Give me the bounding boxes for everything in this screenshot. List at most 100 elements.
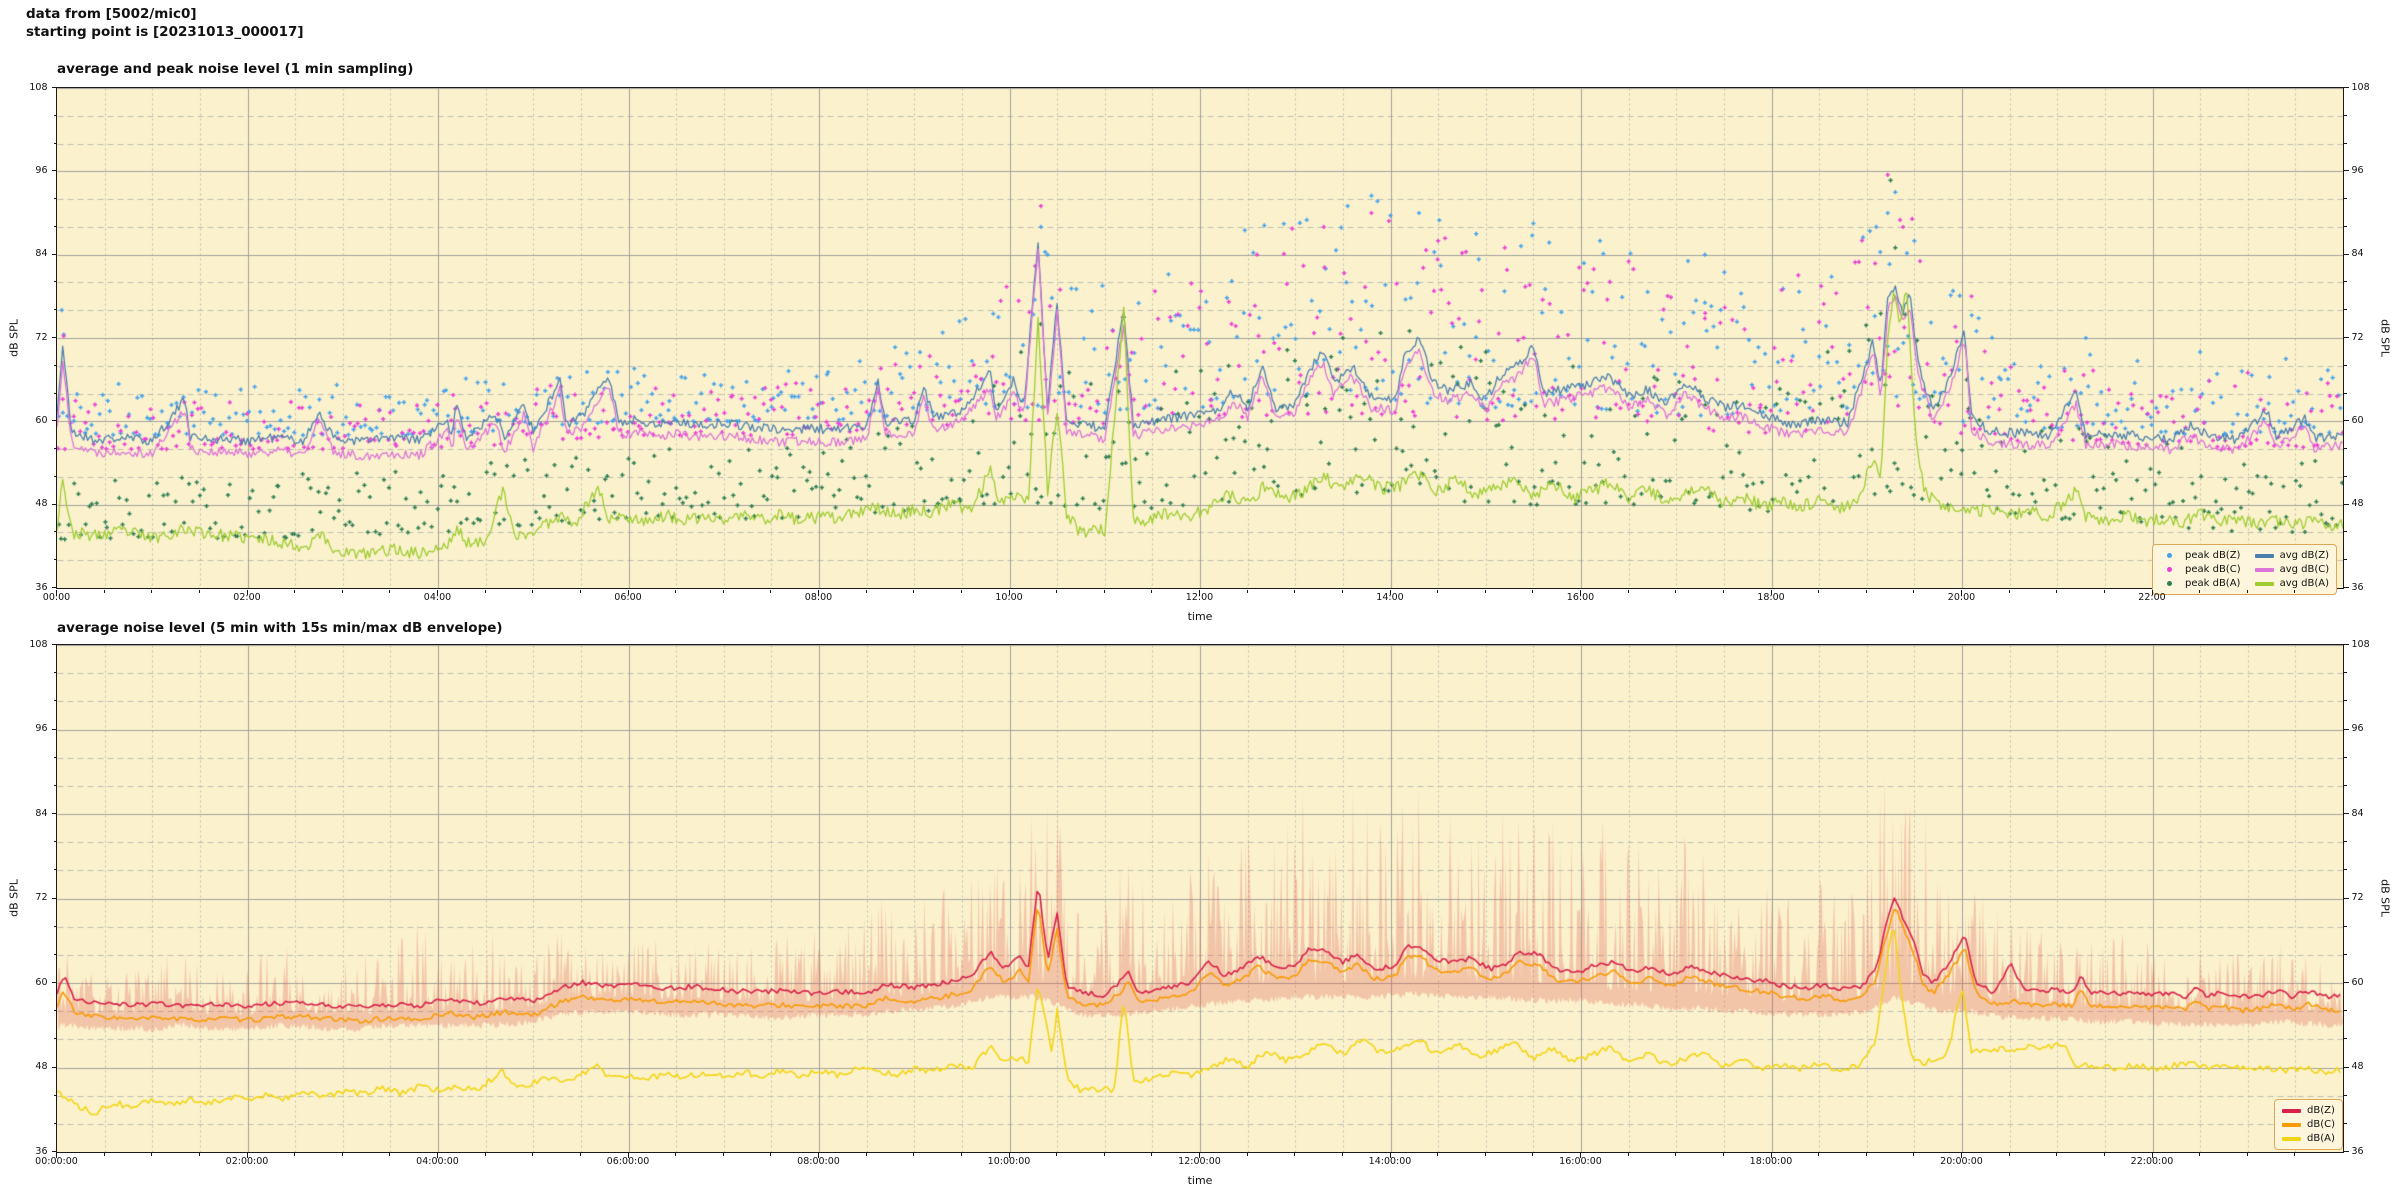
x-minor-tick <box>1484 1153 1486 1156</box>
y-tick-label: 60 <box>35 976 48 988</box>
legend-label: dB(A) <box>2307 1133 2335 1144</box>
y-minor-tick <box>2343 114 2347 116</box>
x-minor-tick <box>1675 590 1677 593</box>
y-minor-tick <box>2343 364 2347 366</box>
y-minor-tick <box>53 531 57 533</box>
x-minor-tick <box>1913 1153 1915 1156</box>
legend-line-swatch <box>2282 1136 2301 1141</box>
y-tick <box>2343 253 2349 255</box>
x-minor-tick <box>151 1153 153 1156</box>
legend-label: peak dB(A) <box>2185 578 2241 589</box>
x-minor-tick <box>1341 590 1343 593</box>
x-tick <box>246 1153 248 1158</box>
y-tick-label: 96 <box>35 723 48 734</box>
y-tick <box>2343 170 2349 172</box>
x-tick-label: 22:00:00 <box>2130 1156 2174 1167</box>
x-minor-tick <box>2103 1153 2105 1156</box>
y-minor-tick <box>53 869 57 871</box>
legend-entry: avg dB(Z) <box>2254 549 2330 562</box>
y-tick <box>2343 897 2349 899</box>
x-axis-label-top: time <box>1187 610 1213 623</box>
x-minor-tick <box>151 590 153 593</box>
legend-column: peak dB(Z) peak dB(C) peak dB(A) <box>2160 549 2241 590</box>
y-minor-tick <box>2343 1038 2347 1040</box>
y-minor-tick <box>53 559 57 561</box>
x-tick-label: 10:00:00 <box>987 1156 1031 1167</box>
x-minor-tick <box>2294 1153 2296 1156</box>
y-axis-label-left-bottom: dB SPL <box>7 879 21 917</box>
y-minor-tick <box>53 756 57 758</box>
x-tick-label: 12:00:00 <box>1178 1156 1221 1167</box>
y-tick <box>51 253 57 255</box>
x-minor-tick <box>722 590 724 593</box>
y-minor-tick <box>2343 700 2347 702</box>
y-tick <box>51 1151 57 1152</box>
x-minor-tick <box>389 1153 391 1156</box>
x-minor-tick <box>389 590 391 593</box>
x-tick-label: 20:00 <box>1947 592 1976 603</box>
y-tick <box>51 503 57 505</box>
x-tick <box>818 1153 819 1158</box>
y-tick <box>2343 420 2349 422</box>
x-minor-tick <box>1103 1153 1105 1156</box>
x-minor-tick <box>1151 1153 1153 1156</box>
noise-plot-canvas-top <box>57 88 2343 588</box>
x-tick <box>1199 1153 1200 1158</box>
legend-column: avg dB(Z) avg dB(C) avg dB(A) <box>2254 549 2330 590</box>
y-minor-tick <box>2343 531 2347 533</box>
y-tick <box>2343 337 2349 338</box>
x-minor-tick <box>2008 1153 2010 1156</box>
y-minor-tick <box>2343 925 2347 927</box>
chart-top-title: average and peak noise level (1 min samp… <box>57 61 414 77</box>
y-tick-label: 108 <box>29 81 48 93</box>
legend-entry: dB(A) <box>2282 1132 2335 1145</box>
y-minor-tick <box>53 841 57 843</box>
y-minor-tick <box>2343 309 2347 311</box>
x-tick-label: 20:00:00 <box>1940 1156 1983 1167</box>
x-tick <box>56 590 57 595</box>
y-tick-label: 108 <box>29 638 48 650</box>
y-minor-tick <box>53 225 57 227</box>
y-minor-tick <box>53 309 57 311</box>
y-minor-tick <box>53 142 57 144</box>
x-tick <box>1580 590 1581 595</box>
y-axis-label-right-bottom: dB SPL <box>2378 879 2392 917</box>
x-minor-tick <box>675 1153 677 1156</box>
x-tick-label: 08:00:00 <box>797 1156 840 1167</box>
y-minor-tick <box>2343 869 2347 871</box>
legend-line-swatch <box>2254 553 2274 558</box>
y-tick <box>51 644 57 645</box>
y-tick-label: 72 <box>35 892 48 903</box>
y-tick <box>2343 728 2349 730</box>
y-tick-label: 60 <box>35 414 48 426</box>
y-minor-tick <box>53 475 57 477</box>
y-tick <box>51 728 57 730</box>
y-tick-label: 36 <box>2351 1145 2364 1157</box>
x-minor-tick <box>865 590 867 593</box>
x-minor-tick <box>1437 1153 1439 1156</box>
x-tick-label: 14:00:00 <box>1368 1156 1412 1167</box>
x-minor-tick <box>2199 590 2201 593</box>
x-tick-label: 08:00 <box>804 592 833 603</box>
x-tick <box>1961 1153 1962 1158</box>
x-minor-tick <box>294 1153 296 1156</box>
y-minor-tick <box>2343 198 2347 200</box>
legend-line-swatch <box>2282 1108 2301 1113</box>
y-tick-label: 72 <box>35 331 48 343</box>
legend-column: dB(Z) dB(C) dB(A) <box>2282 1104 2335 1145</box>
y-minor-tick <box>2343 672 2347 674</box>
y-axis-label-left-top: dB SPL <box>7 319 21 357</box>
y-minor-tick <box>53 198 57 200</box>
y-tick-label: 96 <box>2351 164 2364 176</box>
y-minor-tick <box>53 672 57 674</box>
x-minor-tick <box>1865 1153 1867 1156</box>
legend-entry: peak dB(C) <box>2160 563 2241 576</box>
y-tick-label: 48 <box>35 1061 48 1072</box>
y-tick <box>51 87 57 88</box>
x-minor-tick <box>1913 590 1915 593</box>
x-tick-label: 04:00 <box>423 592 452 603</box>
legend-entry: dB(Z) <box>2282 1104 2335 1117</box>
x-tick <box>627 1153 629 1158</box>
x-minor-tick <box>675 590 677 593</box>
y-minor-tick <box>53 1094 57 1096</box>
